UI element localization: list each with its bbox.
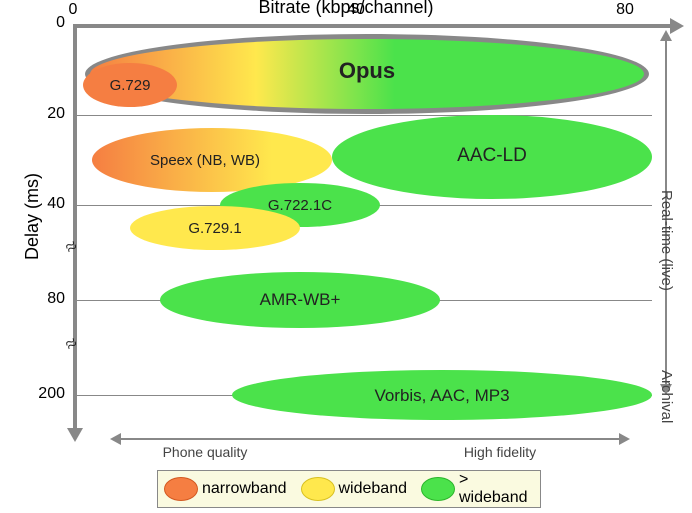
y-axis-title: Delay (ms) [22,173,43,260]
x-tick-label: 40 [341,1,371,19]
gridline [73,24,652,25]
right-axis-label: Archival [658,370,675,423]
codec-label-g729: G.729 [0,77,280,94]
quality-axis-arrow-right [619,433,630,445]
legend-label: wideband [339,480,408,498]
legend-swatch [301,477,335,501]
y-tick-label: 40 [47,195,65,213]
codec-label-g7221c: G.722.1C [150,197,450,214]
y-tick-label: 80 [47,290,65,308]
y-tick-label: 20 [47,105,65,123]
legend-label: narrowband [202,480,287,498]
x-tick-label: 0 [58,1,88,19]
codec-label-vorbis: Vorbis, AAC, MP3 [292,386,592,406]
legend-label: > wideband [459,471,536,507]
right-axis-label: Real-time (live) [658,190,675,291]
gridline [73,115,652,116]
codec-label-g7291: G.729.1 [65,220,365,237]
quality-axis-arrow-left [110,433,121,445]
legend-swatch [164,477,198,501]
codec-label-speex: Speex (NB, WB) [55,152,355,169]
y-axis-title-text: Delay (ms) [22,173,42,260]
x-axis-arrow [670,18,684,34]
quality-axis-line [120,438,620,440]
legend-swatch [421,477,455,501]
codec-label-amrwb: AMR-WB+ [150,290,450,310]
quality-axis-label: Phone quality [125,444,285,460]
legend: narrowband wideband > wideband [157,470,541,508]
x-tick-label: 80 [610,1,640,19]
quality-axis-label: High fidelity [420,444,580,460]
y-tick-label: 200 [38,385,65,403]
right-axis-arrow-up [660,30,672,41]
y-axis-arrow [67,428,83,442]
codec-label-aacld: AAC-LD [342,145,642,167]
